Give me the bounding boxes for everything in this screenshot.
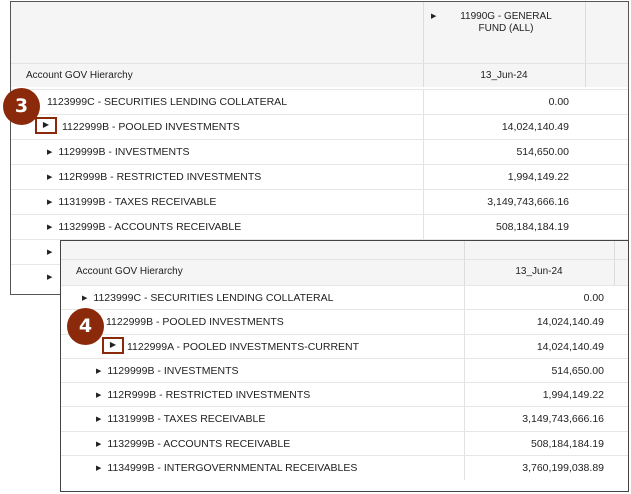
table-row: ▶ 1129999B - INVESTMENTS 514,650.00	[11, 139, 628, 164]
hierarchy-label: Account GOV Hierarchy	[76, 266, 183, 277]
pivot-table-panel-step4: Account GOV Hierarchy 13_Jun-24 ▶ 1123999…	[60, 240, 629, 492]
row-value: 3,149,743,666.16	[487, 196, 569, 208]
table-row: ▶ 1123999C - SECURITIES LENDING COLLATERA…	[61, 285, 628, 310]
table-row: 1122999A - POOLED INVESTMENTS-CURRENT 14…	[61, 334, 628, 359]
row-value: 3,760,199,038.89	[522, 462, 604, 474]
row-label: 1122999B - POOLED INVESTMENTS	[106, 316, 284, 328]
row-label: 1132999B - ACCOUNTS RECEIVABLE	[58, 221, 242, 233]
row-label: 1123999C - SECURITIES LENDING COLLATERAL	[47, 96, 288, 108]
caret-right-icon[interactable]: ▶	[47, 174, 53, 181]
row-value: 0.00	[548, 96, 569, 108]
caret-right-icon[interactable]: ▶	[96, 416, 102, 423]
table-header: Account GOV Hierarchy 13_Jun-24	[61, 241, 628, 285]
caret-right-icon[interactable]: ▶	[42, 120, 50, 129]
row-label: 1129999B - INVESTMENTS	[58, 146, 190, 158]
column-header-general-fund[interactable]: ▶ 11990G - GENERAL FUND (ALL)	[431, 11, 552, 34]
row-value: 1,994,149.22	[507, 171, 569, 183]
table-row: ▶ 1132999B - ACCOUNTS RECEIVABLE 508,184,…	[61, 431, 628, 456]
row-label: 1131999B - TAXES RECEIVABLE	[58, 196, 217, 208]
table-row: ▶ 1129999B - INVESTMENTS 514,650.00	[61, 358, 628, 383]
caret-right-icon[interactable]: ▶	[96, 441, 102, 448]
caret-right-icon[interactable]: ▶	[96, 392, 102, 399]
table-row: ▶	[11, 239, 628, 264]
step-3-badge: 3	[3, 88, 40, 125]
hierarchy-label: Account GOV Hierarchy	[26, 70, 133, 81]
date-column-header: 13_Jun-24	[515, 266, 563, 277]
table-row: 1123999C - SECURITIES LENDING COLLATERAL…	[11, 89, 628, 114]
row-label: 1129999B - INVESTMENTS	[107, 365, 239, 377]
row-label: 1134999B - INTERGOVERNMENTAL RECEIVABLES	[107, 462, 358, 474]
table-row: ▶ 1131999B - TAXES RECEIVABLE 3,149,743,6…	[11, 189, 628, 214]
caret-right-icon[interactable]: ▶	[47, 199, 53, 206]
row-value: 508,184,184.19	[531, 438, 604, 450]
row-label: 1122999A - POOLED INVESTMENTS-CURRENT	[127, 341, 360, 353]
table-row: 1122999B - POOLED INVESTMENTS 14,024,140…	[61, 309, 628, 334]
row-value: 14,024,140.49	[536, 341, 604, 353]
row-value: 1,994,149.22	[542, 389, 604, 401]
row-value: 3,149,743,666.16	[522, 413, 604, 425]
row-label: 112R999B - RESTRICTED INVESTMENTS	[107, 389, 311, 401]
caret-right-icon[interactable]: ▶	[47, 274, 53, 281]
caret-right-icon[interactable]: ▶	[47, 149, 53, 156]
caret-right-icon[interactable]: ▶	[96, 465, 102, 472]
expand-toggle-highlight[interactable]: ▶	[35, 117, 57, 134]
caret-right-icon[interactable]: ▶	[109, 340, 117, 349]
caret-right-icon[interactable]: ▶	[47, 224, 53, 231]
row-label: 1122999B - POOLED INVESTMENTS	[62, 121, 240, 133]
caret-right-icon[interactable]: ▶	[82, 295, 88, 302]
table-header: ▶ 11990G - GENERAL FUND (ALL) Account GO…	[11, 2, 628, 87]
expand-toggle-highlight[interactable]: ▶	[102, 337, 124, 354]
table-row: ▶ 1131999B - TAXES RECEIVABLE 3,149,743,6…	[61, 406, 628, 431]
row-value: 508,184,184.19	[496, 221, 569, 233]
date-column-header: 13_Jun-24	[480, 70, 528, 81]
row-value: 14,024,140.49	[536, 316, 604, 328]
row-value: 14,024,140.49	[501, 121, 569, 133]
row-value: 0.00	[583, 292, 604, 304]
row-label: 1131999B - TAXES RECEIVABLE	[107, 413, 266, 425]
caret-right-icon[interactable]: ▶	[431, 13, 437, 20]
caret-right-icon[interactable]: ▶	[47, 249, 53, 256]
pivot-table-panel-step3: ▶ 11990G - GENERAL FUND (ALL) Account GO…	[10, 1, 629, 295]
table-row: ▶ 112R999B - RESTRICTED INVESTMENTS 1,994…	[61, 382, 628, 407]
step-4-badge: 4	[67, 308, 104, 345]
table-row: ▶ 112R999B - RESTRICTED INVESTMENTS 1,994…	[11, 164, 628, 189]
row-label: 1123999C - SECURITIES LENDING COLLATERAL	[93, 292, 334, 304]
table-row: ▶ 1134999B - INTERGOVERNMENTAL RECEIVABLE…	[61, 455, 628, 480]
row-value: 514,650.00	[516, 146, 569, 158]
row-label: 112R999B - RESTRICTED INVESTMENTS	[58, 171, 262, 183]
row-value: 514,650.00	[551, 365, 604, 377]
caret-right-icon[interactable]: ▶	[96, 368, 102, 375]
table-row: 1122999B - POOLED INVESTMENTS 14,024,140…	[11, 114, 628, 139]
table-row: ▶ 1132999B - ACCOUNTS RECEIVABLE 508,184,…	[11, 214, 628, 239]
row-label: 1132999B - ACCOUNTS RECEIVABLE	[107, 438, 291, 450]
